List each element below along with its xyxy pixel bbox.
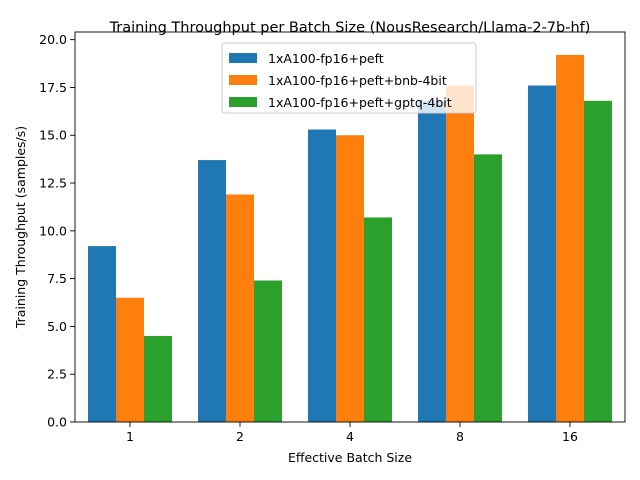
y-tick-label: 17.5: [39, 80, 67, 95]
bars-group: [88, 54, 612, 423]
bar-1xA100-fp16+peft+bnb-4bit-4: [336, 135, 364, 422]
bar-1xA100-fp16+peft-2: [198, 160, 226, 422]
y-tick-label: 2.5: [47, 367, 67, 382]
legend-swatch: [229, 97, 257, 107]
y-axis-label: Training Throughput (samples/s): [13, 126, 28, 329]
y-tick-label: 12.5: [39, 176, 67, 191]
legend: 1xA100-fp16+peft 1xA100-fp16+peft+bnb-4bi…: [221, 42, 477, 114]
x-axis: 1 2 4 8 16: [126, 422, 578, 444]
bar-1xA100-fp16+peft+gptq-4bit-4: [364, 217, 392, 422]
y-tick-label: 7.5: [47, 271, 67, 286]
bar-1xA100-fp16+peft-8: [418, 100, 446, 422]
y-tick-label: 5.0: [47, 319, 67, 334]
x-tick-label: 8: [456, 429, 464, 444]
x-tick-label: 16: [562, 429, 578, 444]
bar-1xA100-fp16+peft-1: [88, 246, 116, 422]
x-tick-label: 4: [346, 429, 354, 444]
bar-1xA100-fp16+peft+gptq-4bit-8: [474, 154, 502, 422]
x-axis-label: Effective Batch Size: [288, 450, 412, 465]
bar-1xA100-fp16+peft+bnb-4bit-2: [226, 194, 254, 422]
y-axis: 0.0 2.5 5.0 7.5 10.0 12.5 15.0 17.5 20.0: [39, 32, 75, 430]
y-tick-label: 20.0: [39, 32, 67, 47]
bar-1xA100-fp16+peft-4: [308, 129, 336, 422]
bar-1xA100-fp16+peft+bnb-4bit-1: [116, 297, 144, 422]
bar-1xA100-fp16+peft+gptq-4bit-16: [584, 100, 612, 422]
legend-entry: 1xA100-fp16+peft+bnb-4bit: [268, 73, 447, 88]
y-tick-label: 0.0: [47, 415, 67, 430]
legend-swatch: [229, 53, 257, 63]
bar-1xA100-fp16+peft-16: [528, 85, 556, 422]
x-tick-label: 2: [236, 429, 244, 444]
bar-1xA100-fp16+peft+bnb-4bit-16: [556, 54, 584, 423]
y-tick-label: 15.0: [39, 128, 67, 143]
bar-1xA100-fp16+peft+gptq-4bit-1: [144, 335, 172, 422]
legend-entry: 1xA100-fp16+peft: [268, 51, 384, 66]
bar-1xA100-fp16+peft+gptq-4bit-2: [254, 280, 282, 422]
chart-title: Training Throughput per Batch Size (Nous…: [109, 20, 591, 36]
x-tick-label: 1: [126, 429, 134, 444]
y-tick-label: 10.0: [39, 223, 67, 238]
bar-1xA100-fp16+peft+bnb-4bit-8: [446, 85, 474, 422]
legend-box: [221, 42, 477, 114]
legend-entry: 1xA100-fp16+peft+gptq-4bit: [268, 95, 452, 110]
legend-swatch: [229, 75, 257, 85]
